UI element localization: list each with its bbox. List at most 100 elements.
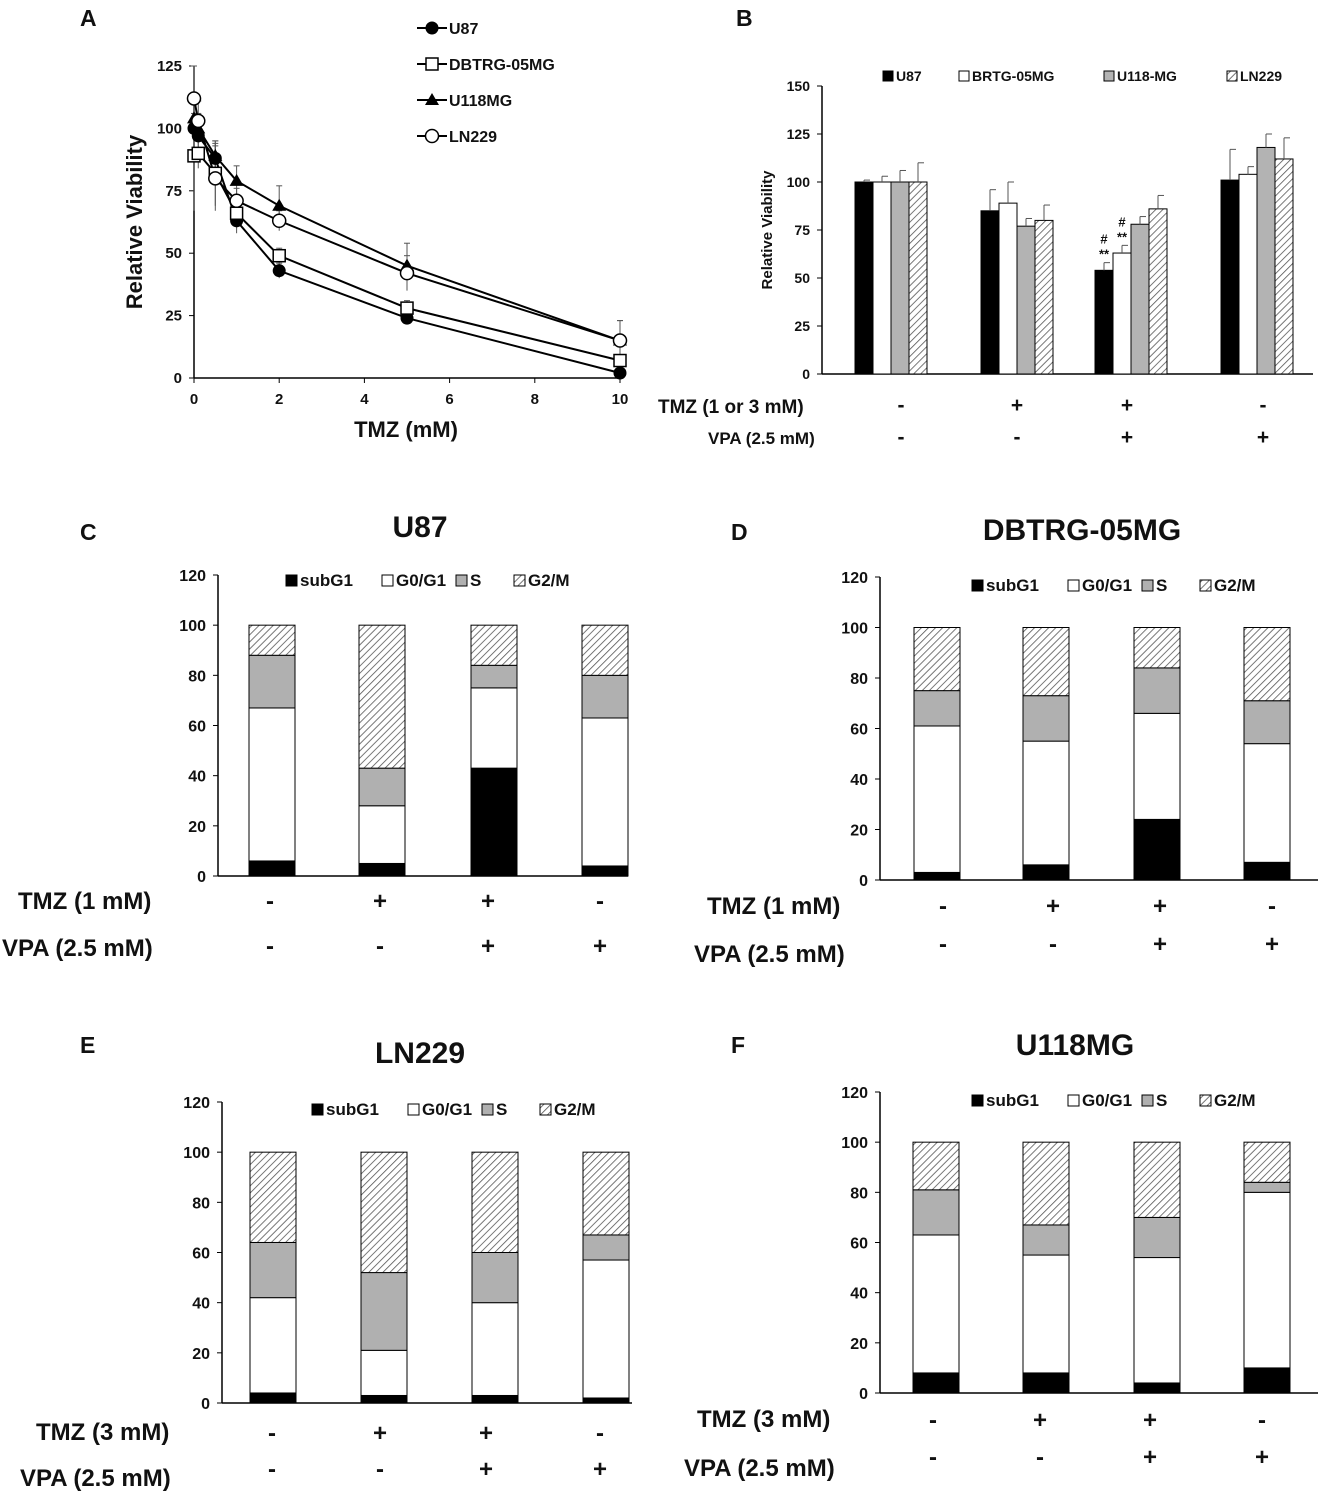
bar-segment-G2M (1133, 627, 1181, 669)
y-tick-label: 60 (192, 1246, 210, 1263)
bar-segment-G2M (912, 1141, 960, 1191)
condition-sign: + (1033, 1407, 1047, 1434)
bar-LN229 (908, 181, 928, 375)
condition-sign: + (1255, 1444, 1269, 1471)
panel-label-A: A (80, 5, 97, 31)
condition-sign: + (481, 888, 495, 915)
condition-sign: + (479, 1456, 493, 1483)
chart-title-D: DBTRG-05MG (983, 514, 1181, 547)
significance-stars: ** (1099, 247, 1110, 262)
bar-segment-S (471, 1252, 519, 1304)
bar-segment-G0G1 (248, 707, 296, 862)
legend-marker-U87 (425, 21, 439, 35)
legend-label: G0/G1 (422, 1100, 472, 1119)
x-tick-label: 4 (360, 391, 369, 408)
legend-label: LN229 (1240, 68, 1282, 84)
condition-sign: + (1143, 1407, 1157, 1434)
bar-segment-G2M (1133, 1141, 1181, 1218)
bar-segment-G0G1 (1133, 712, 1181, 820)
y-tick-label: 75 (165, 183, 182, 200)
bar-segment-subG1 (1133, 1382, 1181, 1394)
legend-swatch-S (1141, 579, 1154, 592)
legend-label: DBTRG-05MG (449, 57, 555, 74)
condition-sign: - (898, 394, 905, 417)
legend-swatch-BRTG-05MG (958, 70, 970, 82)
condition-sign: + (593, 1456, 607, 1483)
legend-swatch-S (481, 1103, 494, 1116)
chart-title-F: U118MG (1016, 1029, 1134, 1062)
data-point-U87 (272, 264, 286, 278)
legend-label: G2/M (554, 1100, 596, 1119)
panel-d-vpa-label: VPA (2.5 mM) (694, 941, 845, 968)
y-tick-label: 80 (850, 671, 868, 688)
panel-label-F: F (731, 1032, 745, 1058)
legend-swatch-G0G1 (1067, 579, 1080, 592)
bar-segment-subG1 (1022, 1372, 1070, 1394)
y-tick-label: 20 (188, 819, 206, 836)
bar-segment-G0G1 (1243, 1191, 1291, 1369)
bar-segment-G0G1 (1022, 740, 1070, 866)
bar-segment-G0G1 (913, 725, 961, 873)
legend-marker-U118MG (425, 93, 439, 105)
bar-segment-subG1 (1022, 864, 1070, 881)
data-point-LN229 (186, 91, 202, 106)
panel-b-vpa-label: VPA (2.5 mM) (708, 429, 815, 448)
bar-segment-G0G1 (582, 1259, 630, 1399)
legend-label: subG1 (326, 1100, 379, 1119)
condition-sign: - (268, 1420, 276, 1447)
legend-label: S (1156, 1091, 1167, 1110)
y-tick-label: 100 (787, 174, 811, 190)
bar-BRTG-05MG (872, 181, 892, 375)
bar-segment-G2M (581, 624, 629, 676)
bar-segment-G0G1 (1243, 743, 1291, 863)
bar-segment-subG1 (1243, 1367, 1291, 1394)
x-tick-label: 0 (190, 391, 198, 408)
bar-U87 (980, 210, 1000, 375)
panel-c-tmz-label: TMZ (1 mM) (18, 888, 151, 915)
bar-segment-G0G1 (360, 1349, 408, 1396)
data-point-U118MG (229, 173, 244, 186)
panel-a-y-axis-title: Relative Viability (122, 134, 147, 309)
data-point-DBTRG-05MG (400, 301, 414, 315)
condition-sign: + (593, 933, 607, 960)
condition-sign: + (1153, 893, 1167, 920)
y-tick-label: 0 (859, 873, 868, 890)
y-tick-label: 20 (850, 823, 868, 840)
data-point-LN229 (191, 113, 206, 129)
data-point-LN229 (612, 333, 628, 348)
significance-hash: # (1118, 214, 1126, 229)
condition-sign: - (1014, 426, 1021, 449)
bar-segment-S (582, 1234, 630, 1261)
condition-sign: - (939, 931, 947, 958)
condition-sign: + (1153, 931, 1167, 958)
bar-segment-G0G1 (470, 687, 518, 769)
condition-sign: + (373, 888, 387, 915)
legend-swatch-S (1141, 1094, 1154, 1107)
legend-label: G2/M (528, 571, 570, 590)
data-point-LN229 (271, 213, 287, 229)
chart-title-C: U87 (392, 511, 447, 544)
y-tick-label: 80 (188, 668, 206, 685)
y-tick-label: 0 (197, 869, 206, 886)
panel-e-stacked-bar-chart: 0 20 40 60 80 100 120 subG1 G0/G1 S G2/M - + + - - - + + (183, 1095, 632, 1483)
panel-f-stacked-bar-chart: 0 20 40 60 80 100 120 subG1 G0/G1 S G2/M - + + - - - + + (841, 1085, 1318, 1471)
bar-segment-S (1243, 700, 1291, 745)
bar-segment-G2M (471, 1151, 519, 1253)
legend-label: LN229 (449, 129, 497, 146)
condition-sign: + (481, 933, 495, 960)
y-tick-label: 20 (850, 1336, 868, 1353)
y-tick-label: 125 (787, 126, 811, 142)
x-tick-label: 6 (445, 391, 453, 408)
data-point-DBTRG-05MG (191, 146, 206, 161)
bar-segment-S (248, 654, 296, 709)
condition-sign: + (1121, 394, 1133, 417)
bar-segment-G2M (248, 624, 296, 656)
legend-label: G0/G1 (1082, 1091, 1132, 1110)
condition-sign: + (1257, 426, 1269, 449)
legend-swatch-G0G1 (1067, 1094, 1080, 1107)
panel-d-stacked-bar-chart: 0 20 40 60 80 100 120 subG1 G0/G1 S G2/M - + + - - - + + (841, 570, 1318, 958)
legend-swatch-S (455, 574, 468, 587)
legend-label: U87 (896, 68, 922, 84)
bar-segment-G2M (1022, 1141, 1070, 1226)
condition-sign: + (1011, 394, 1023, 417)
